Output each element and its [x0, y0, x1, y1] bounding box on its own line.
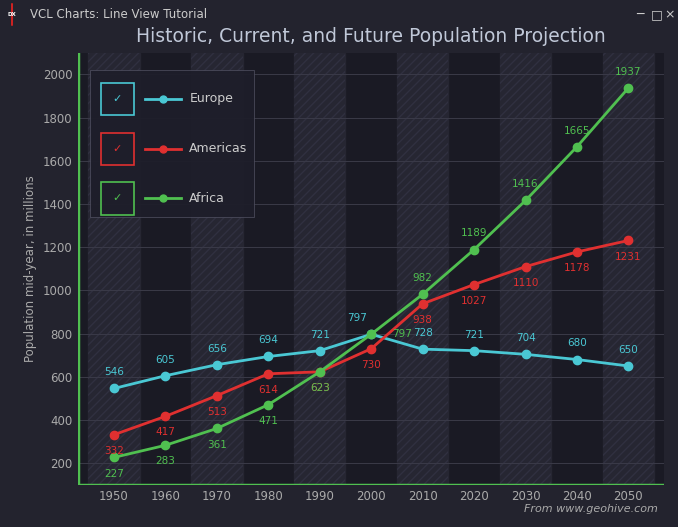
Text: DX: DX — [7, 12, 16, 17]
Text: Americas: Americas — [189, 142, 247, 155]
Text: ─: ─ — [636, 8, 643, 21]
Text: 938: 938 — [413, 315, 433, 325]
Text: 650: 650 — [618, 345, 638, 355]
Text: 1665: 1665 — [563, 125, 591, 135]
Text: 614: 614 — [258, 385, 278, 395]
Text: 227: 227 — [104, 469, 124, 479]
Bar — [397, 53, 448, 485]
Bar — [294, 53, 346, 485]
Text: □: □ — [651, 8, 663, 21]
Text: 721: 721 — [464, 329, 484, 339]
Bar — [191, 53, 243, 485]
Text: 721: 721 — [310, 329, 330, 339]
Bar — [88, 53, 140, 485]
Text: ×: × — [664, 8, 675, 21]
Text: 694: 694 — [258, 335, 278, 345]
Text: ✓: ✓ — [113, 193, 122, 203]
Bar — [603, 53, 654, 485]
Text: 623: 623 — [310, 383, 330, 393]
Text: 1178: 1178 — [563, 263, 591, 273]
Bar — [294, 53, 346, 485]
Bar — [88, 53, 140, 485]
Text: 1937: 1937 — [615, 67, 641, 77]
Text: From www.geohive.com: From www.geohive.com — [524, 504, 658, 514]
Text: 728: 728 — [413, 328, 433, 338]
Text: 417: 417 — [155, 427, 176, 437]
Bar — [500, 53, 551, 485]
Y-axis label: Population mid-year, in millions: Population mid-year, in millions — [24, 175, 37, 362]
Bar — [500, 53, 551, 485]
Text: 1416: 1416 — [513, 179, 539, 189]
Bar — [603, 53, 654, 485]
Text: 982: 982 — [413, 273, 433, 283]
Text: 1231: 1231 — [615, 251, 641, 261]
Text: 797: 797 — [347, 313, 367, 323]
Text: 623: 623 — [310, 383, 330, 393]
Text: 513: 513 — [207, 407, 227, 417]
Text: 1189: 1189 — [461, 228, 487, 238]
Text: ✓: ✓ — [113, 94, 122, 104]
Text: 546: 546 — [104, 367, 124, 377]
Text: 332: 332 — [104, 446, 124, 456]
Title: Historic, Current, and Future Population Projection: Historic, Current, and Future Population… — [136, 26, 606, 46]
Text: VCL Charts: Line View Tutorial: VCL Charts: Line View Tutorial — [30, 8, 207, 21]
Text: 797: 797 — [392, 329, 412, 339]
Text: 680: 680 — [567, 338, 587, 348]
Text: 704: 704 — [516, 333, 536, 343]
Text: 730: 730 — [361, 360, 381, 370]
Text: 656: 656 — [207, 344, 227, 354]
Text: Africa: Africa — [189, 192, 225, 205]
Bar — [397, 53, 448, 485]
Text: 283: 283 — [155, 456, 176, 466]
Text: 471: 471 — [258, 416, 278, 426]
FancyBboxPatch shape — [89, 70, 254, 217]
Text: Europe: Europe — [189, 92, 233, 105]
Text: 1027: 1027 — [461, 296, 487, 306]
Bar — [191, 53, 243, 485]
Text: 1110: 1110 — [513, 278, 539, 288]
Text: 605: 605 — [155, 355, 176, 365]
Text: ✓: ✓ — [113, 144, 122, 154]
Text: 361: 361 — [207, 440, 227, 450]
